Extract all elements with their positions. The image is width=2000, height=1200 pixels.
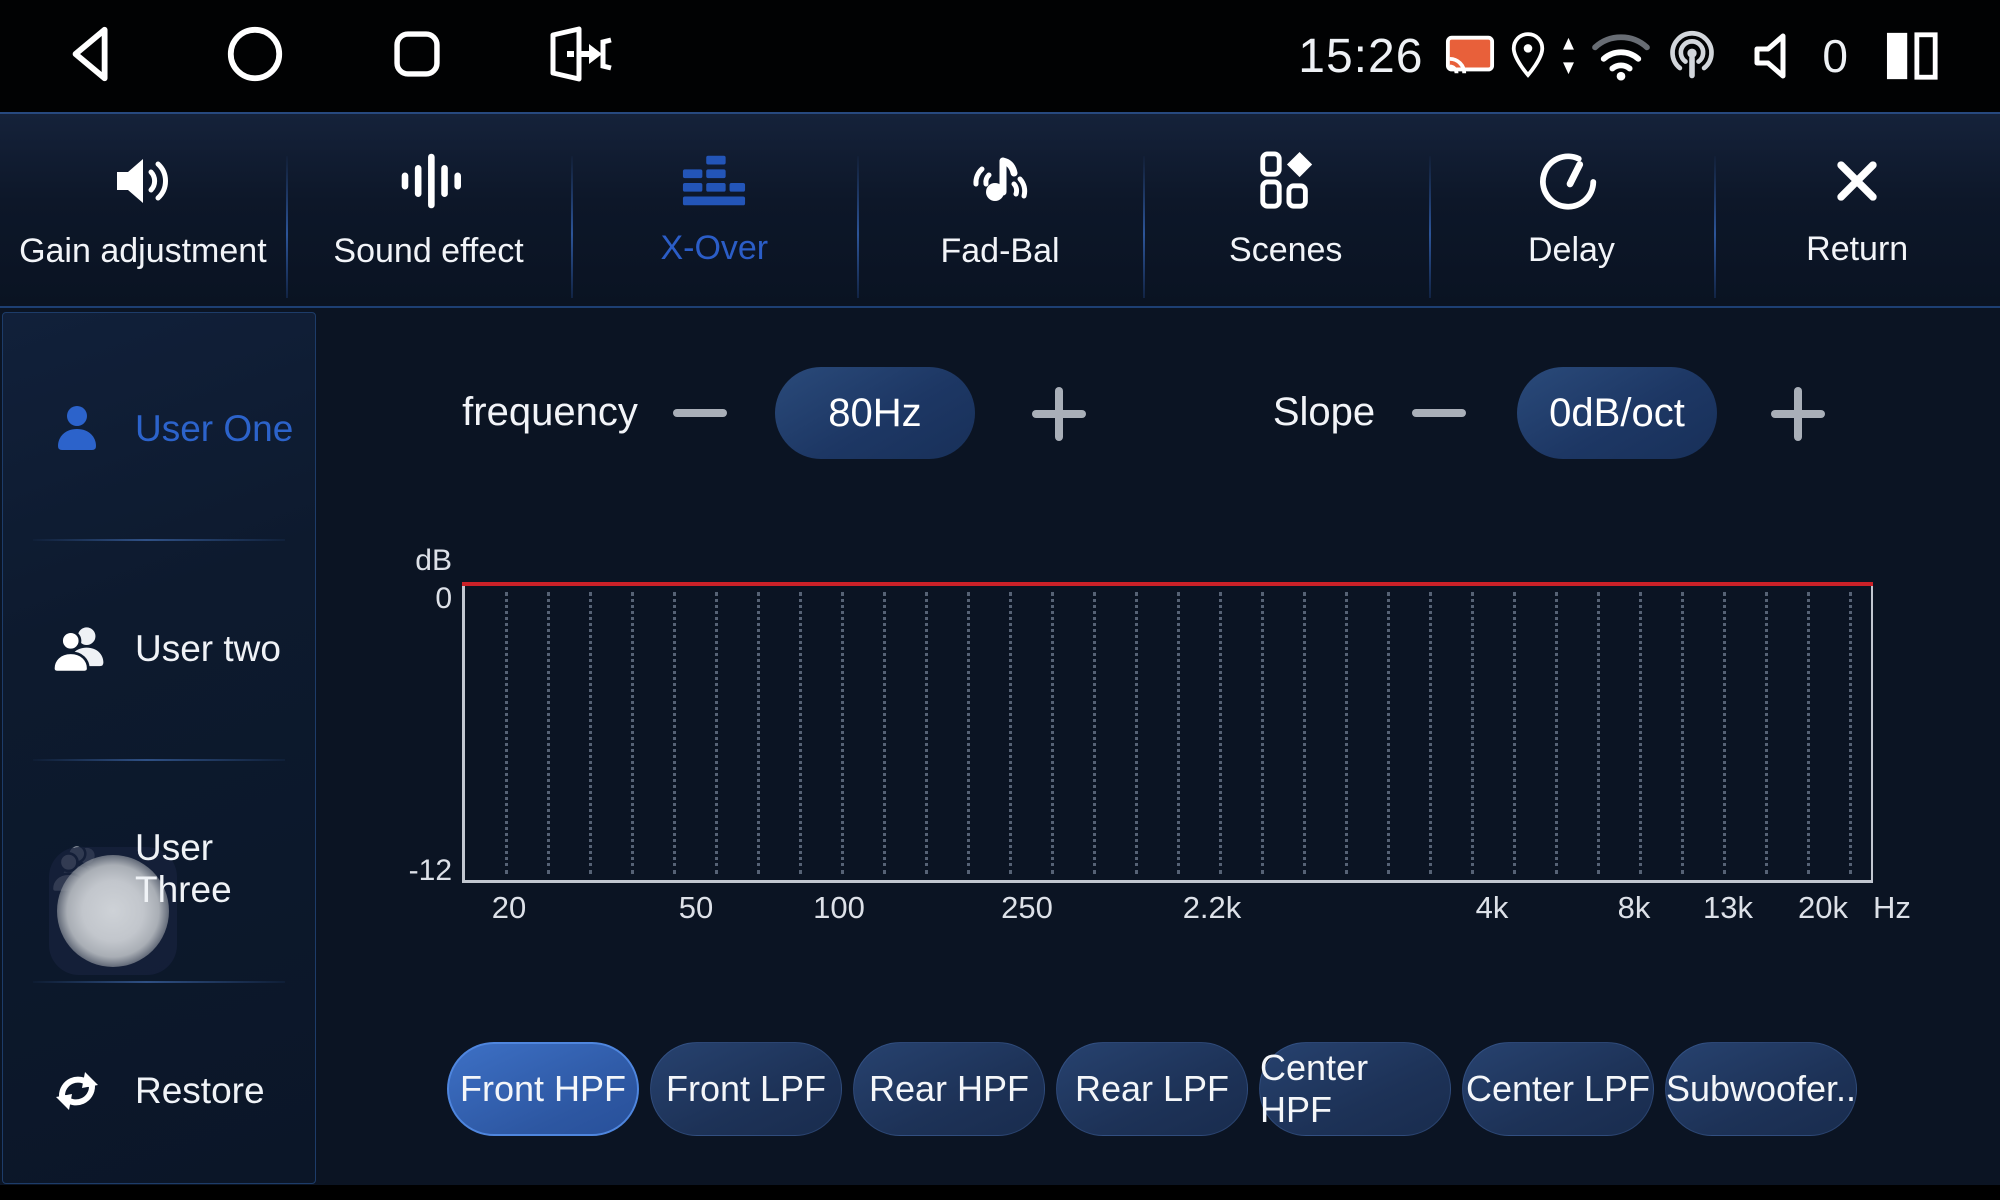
cast-icon xyxy=(1445,34,1495,78)
slope-value: 0dB/oct xyxy=(1517,367,1717,459)
touch-pointer-overlay xyxy=(49,847,177,975)
sidebar-item-label: User One xyxy=(135,408,294,449)
user-preset-sidebar: User One User two xyxy=(2,312,316,1184)
volume-level: 0 xyxy=(1822,30,1848,82)
slope-minus-button[interactable] xyxy=(1412,409,1466,417)
filter-button-front-lpf[interactable]: Front LPF xyxy=(650,1042,842,1136)
chart-response-line xyxy=(462,582,1873,586)
wifi-icon xyxy=(1590,31,1652,81)
filter-button-front-hpf[interactable]: Front HPF xyxy=(447,1042,639,1136)
dsp-tab-bar: Gain adjustment Sound effect xyxy=(0,112,2000,308)
tab-scenes[interactable]: Scenes xyxy=(1142,114,1429,306)
tab-sound-effect[interactable]: Sound effect xyxy=(285,114,572,306)
sidebar-divider xyxy=(33,539,285,541)
updown-arrows-icon xyxy=(1561,36,1576,76)
back-icon xyxy=(62,23,124,90)
filter-button-center-hpf[interactable]: Center HPF xyxy=(1259,1042,1451,1136)
chart-x-tick: 2.2k xyxy=(1182,890,1242,925)
home-icon xyxy=(224,23,286,90)
recents-button[interactable] xyxy=(384,23,450,89)
chart-x-tick: 13k xyxy=(1703,890,1753,925)
sidebar-item-restore[interactable]: Restore xyxy=(3,1011,315,1171)
frequency-minus-button[interactable] xyxy=(673,409,727,417)
clock: 15:26 xyxy=(1298,29,1424,83)
tab-label: Delay xyxy=(1527,231,1615,269)
sidebar-item-user-two[interactable]: User two xyxy=(3,569,315,729)
chart-x-unit: Hz xyxy=(1873,890,1911,925)
tab-label: Gain adjustment xyxy=(19,232,267,270)
music-note-waves-icon xyxy=(968,149,1032,218)
tab-fad-bal[interactable]: Fad-Bal xyxy=(857,114,1143,306)
tab-label: Sound effect xyxy=(333,232,524,270)
frequency-plus-button[interactable] xyxy=(1032,387,1086,441)
filter-button-subwoofer[interactable]: Subwoofer.. xyxy=(1665,1042,1857,1136)
touch-pointer-circle xyxy=(57,855,169,967)
frequency-label: frequency xyxy=(462,390,638,434)
sidebar-item-user-one[interactable]: User One xyxy=(3,349,315,509)
back-button[interactable] xyxy=(60,23,126,89)
close-x-icon xyxy=(1827,151,1887,216)
tab-label: Fad-Bal xyxy=(940,232,1060,270)
two-users-icon xyxy=(49,621,105,677)
volume-icon xyxy=(1750,28,1806,84)
chart-y-tick-0: 0 xyxy=(435,582,452,615)
hotspot-icon xyxy=(1666,30,1718,82)
crossover-chart: dB 0 -12 20 50 100 250 2.2k 4k 8k 13k 20… xyxy=(380,540,1960,940)
equalizer-bars-icon xyxy=(397,149,461,218)
tab-label: Return xyxy=(1806,230,1909,268)
slope-plus-button[interactable] xyxy=(1771,387,1825,441)
filter-button-center-lpf[interactable]: Center LPF xyxy=(1462,1042,1654,1136)
slope-label: Slope xyxy=(1272,390,1376,434)
tab-return[interactable]: Return xyxy=(1714,114,2000,306)
chart-x-tick: 250 xyxy=(1001,890,1053,925)
chart-x-tick: 8k xyxy=(1617,890,1651,925)
status-indicators: 15:26 xyxy=(1298,0,1944,112)
chart-x-tick: 20k xyxy=(1798,890,1848,925)
tab-label: X-Over xyxy=(660,229,769,267)
home-button[interactable] xyxy=(222,23,288,89)
android-nav-buttons xyxy=(60,0,612,112)
sidebar-item-label: User Three xyxy=(135,827,232,910)
chart-x-tick: 4k xyxy=(1475,890,1509,925)
crossover-bars-icon xyxy=(681,152,747,215)
recents-icon xyxy=(388,25,446,88)
tab-delay[interactable]: Delay xyxy=(1428,114,1715,306)
location-icon xyxy=(1509,31,1547,81)
chart-y-tick-minus12: -12 xyxy=(408,854,452,887)
tab-label: Scenes xyxy=(1229,231,1343,269)
single-user-icon xyxy=(49,401,105,457)
chart-plot-area xyxy=(462,582,1873,883)
chart-x-tick: 20 xyxy=(491,890,527,925)
sidebar-divider xyxy=(33,981,285,983)
sidebar-item-label: Restore xyxy=(135,1070,265,1111)
exit-app-button[interactable] xyxy=(546,23,612,89)
timer-icon xyxy=(1540,150,1602,217)
frequency-value: 80Hz xyxy=(775,367,975,459)
tab-gain-adjustment[interactable]: Gain adjustment xyxy=(0,114,286,306)
sidebar-divider xyxy=(33,759,285,761)
restore-arrows-icon xyxy=(49,1063,105,1119)
filter-button-rear-hpf[interactable]: Rear HPF xyxy=(853,1042,1045,1136)
split-screen-icon xyxy=(1882,29,1944,83)
sidebar-item-label: User two xyxy=(135,628,281,669)
filter-button-rear-lpf[interactable]: Rear LPF xyxy=(1056,1042,1248,1136)
chart-x-tick: 100 xyxy=(813,890,865,925)
tab-x-over[interactable]: X-Over xyxy=(571,114,857,306)
scenes-grid-icon xyxy=(1255,150,1317,217)
speaker-icon xyxy=(111,149,175,218)
chart-y-axis-label: dB xyxy=(415,544,452,577)
status-bar: 15:26 xyxy=(0,0,2000,112)
exit-app-icon xyxy=(541,23,617,90)
chart-x-tick: 50 xyxy=(678,890,714,925)
